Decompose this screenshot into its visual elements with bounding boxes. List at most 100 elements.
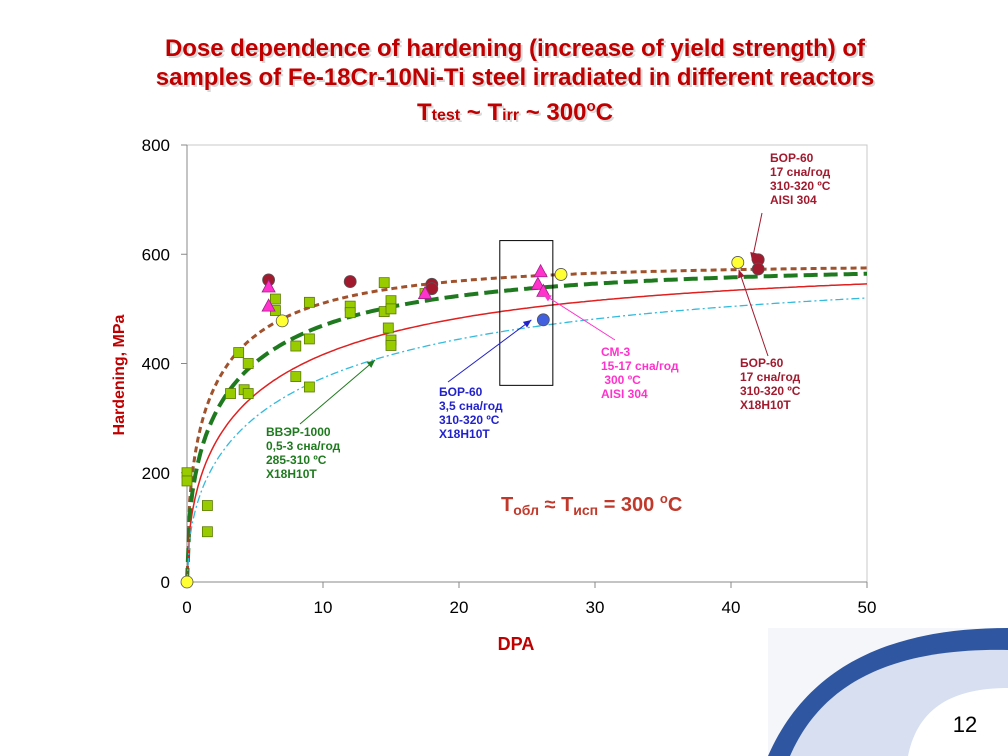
triangle-data-point	[261, 279, 276, 293]
annotation-line: Х18Н10Т	[439, 427, 490, 441]
triangle-data-point	[261, 298, 276, 312]
annotation-vver: ВВЭР-1000 0,5-3 сна/год 285-310 ºC Х18Н10Т	[266, 425, 341, 481]
y-tick-label: 0	[161, 573, 170, 592]
temperature-note-part: C	[668, 494, 682, 516]
square-data-point	[269, 293, 281, 305]
x-tick-label: 40	[722, 598, 741, 617]
annotation-bor60-top: БОР-60 17 сна/год 310-320 ºC AISI 304	[770, 151, 831, 207]
y-tick-label: 800	[142, 136, 170, 155]
square-data-point	[303, 333, 315, 345]
square-data-point	[201, 500, 213, 511]
temperature-note-part: = 300	[598, 494, 660, 516]
circle-data-point	[275, 314, 289, 328]
annotation-line: 285-310 ºC	[266, 453, 327, 467]
annotation-arrow-head	[366, 359, 376, 368]
x-tick-label: 10	[314, 598, 333, 617]
annotation-line: СМ-3	[601, 345, 631, 359]
highlight-box-layer	[499, 240, 554, 386]
temperature-note-part: ≈	[539, 494, 561, 516]
circle-data-point	[536, 313, 550, 327]
annotation-line: 17 сна/год	[770, 165, 831, 179]
x-tick-label: 20	[450, 598, 469, 617]
annotation-arrow-head	[738, 269, 745, 279]
slide-title: Dose dependence of hardening (increase o…	[0, 34, 1008, 130]
square-data-point	[290, 340, 302, 352]
corner-white-panel	[908, 688, 1008, 756]
circle-data-point	[554, 268, 568, 281]
annotation-arrow-line	[299, 359, 376, 425]
title-t-irr: T	[487, 99, 503, 126]
annotations: БОР-60 17 сна/год 310-320 ºC AISI 304БОР-60…	[266, 151, 831, 518]
y-tick-label: 200	[142, 464, 170, 483]
temperature-note-part: T	[501, 494, 513, 516]
annotation-arrow-head	[543, 294, 552, 302]
fit-curve-solid	[186, 283, 868, 583]
square-data-point	[242, 388, 254, 399]
annotation-line: AISI 304	[601, 387, 648, 401]
square-data-point	[181, 475, 193, 487]
annotation-line: 310-320 ºC	[770, 179, 831, 193]
square-data-point	[385, 303, 397, 315]
circle-data-point	[731, 256, 745, 269]
annotation-arrow-line	[751, 212, 763, 261]
circle-data-point	[751, 262, 765, 276]
annotation-line: Х18Н10Т	[740, 398, 791, 412]
annotation-line: Х18Н10Т	[266, 467, 317, 481]
square-data-point	[233, 347, 245, 358]
annotation-line: 310-320 ºC	[740, 384, 801, 398]
triangle-data-point	[530, 276, 546, 290]
annotation-bor60-blue: БОР-60 3,5 сна/год 310-320 ºC Х18Н10Т	[439, 385, 503, 441]
title-t-irr-sub: irr	[502, 107, 520, 124]
annotation-arrow-line	[542, 293, 616, 341]
temperature-note: Tобл ≈ Tисп = 300 oC	[501, 491, 682, 518]
x-tick-label: 30	[586, 598, 605, 617]
triangle-data-point	[533, 263, 548, 278]
axes: 0 10 20 30 40 50 0 200 400 600 800	[142, 136, 877, 617]
title-degree: o	[586, 98, 596, 115]
annotation-line: 0,5-3 сна/год	[266, 439, 341, 453]
annotation-arrow-line	[447, 319, 532, 383]
title-sep-2: ~ 300	[519, 99, 587, 126]
annotation-line: 310-320 ºC	[439, 413, 500, 427]
annotation-line: 17 сна/год	[740, 370, 801, 384]
annotation-bor60-right: БОР-60 17 сна/год 310-320 ºC Х18Н10Т	[740, 356, 801, 412]
title-t-test-sub: test	[431, 107, 461, 124]
square-data-point	[303, 296, 315, 308]
annotation-line: БОР-60	[740, 356, 784, 370]
title-sep-1: ~	[460, 99, 488, 126]
data-points	[180, 253, 765, 589]
annotation-line: БОР-60	[770, 151, 814, 165]
annotation-arrow-head	[522, 319, 532, 328]
square-data-point	[385, 340, 397, 351]
annotation-arrow-head	[750, 252, 758, 261]
square-data-point	[242, 358, 254, 369]
title-line-2: samples of Fe-18Cr-10Ni-Ti steel irradia…	[155, 64, 875, 91]
x-axis-label: DPA	[498, 634, 535, 654]
annotation-arrow-line	[738, 269, 769, 357]
square-data-point	[382, 322, 394, 334]
x-tick-label: 0	[182, 598, 191, 617]
temperature-note-part: обл	[513, 502, 539, 518]
plot-area	[186, 144, 868, 583]
square-data-point	[344, 307, 356, 319]
title-line-1: Dose dependence of hardening (increase o…	[164, 35, 866, 62]
triangle-data-point	[536, 283, 551, 297]
title-line-3: Ttest ~ Tirr ~ 300oC	[0, 92, 1008, 130]
title-unit: C	[595, 99, 613, 126]
square-data-point	[303, 381, 315, 393]
circle-data-point	[343, 275, 357, 288]
square-data-point	[225, 388, 236, 399]
square-data-point	[201, 526, 213, 538]
highlight-box	[499, 240, 554, 386]
temperature-note-part: исп	[573, 502, 598, 518]
annotation-line: БОР-60	[439, 385, 483, 399]
square-data-point	[290, 371, 302, 383]
fit-curve-long-dash	[185, 271, 867, 583]
x-tick-label: 50	[858, 598, 877, 617]
y-tick-label: 400	[142, 355, 170, 374]
title-t-test: T	[417, 99, 432, 126]
corner-swoosh-decoration	[768, 628, 1008, 756]
annotation-line: 3,5 сна/год	[439, 399, 503, 413]
square-data-point	[378, 277, 390, 289]
